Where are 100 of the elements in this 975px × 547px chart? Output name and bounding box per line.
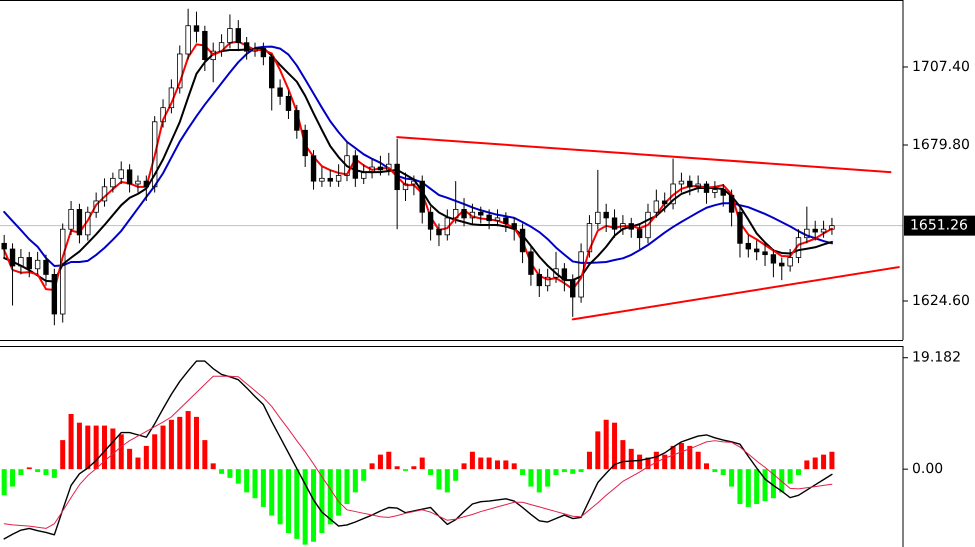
candlestick xyxy=(796,228,802,264)
candlestick xyxy=(168,78,174,114)
bar xyxy=(462,463,467,470)
bar xyxy=(43,469,48,475)
candlestick xyxy=(544,268,550,292)
candlestick xyxy=(520,223,526,264)
candlestick xyxy=(361,164,366,184)
candlestick xyxy=(486,208,492,230)
bar xyxy=(696,452,701,470)
bar xyxy=(319,469,324,534)
bar xyxy=(662,454,668,470)
bar xyxy=(328,469,333,524)
candlestick xyxy=(194,11,200,44)
bar xyxy=(595,431,600,470)
candlestick xyxy=(503,212,509,233)
bar xyxy=(612,422,618,470)
candlestick xyxy=(820,220,826,238)
bar xyxy=(545,469,550,487)
y-tick-label: 1624.60 xyxy=(912,292,970,309)
candlestick xyxy=(126,164,132,193)
candlestick xyxy=(687,175,692,196)
candlestick xyxy=(470,203,476,224)
candlestick xyxy=(34,251,40,275)
bar xyxy=(503,460,508,470)
bar xyxy=(177,416,182,470)
bar xyxy=(453,469,458,481)
candlestick xyxy=(277,78,283,106)
candlestick xyxy=(695,175,701,193)
bar xyxy=(344,469,350,504)
bar xyxy=(269,469,274,516)
bar xyxy=(444,469,450,492)
candlestick xyxy=(110,172,116,193)
bar xyxy=(478,458,484,470)
bar xyxy=(486,458,492,470)
candlestick xyxy=(85,206,90,242)
bar xyxy=(470,452,475,470)
candlestick xyxy=(645,203,651,244)
candlestick xyxy=(352,150,358,188)
bar xyxy=(494,460,500,470)
bar xyxy=(336,469,342,516)
candlestick xyxy=(670,158,676,210)
candlestick xyxy=(328,169,333,188)
y-tick-label: 0.00 xyxy=(912,461,944,478)
candlestick xyxy=(402,172,408,202)
candlestick xyxy=(118,160,124,184)
bar xyxy=(829,452,834,470)
candlestick xyxy=(628,217,634,238)
bar xyxy=(160,426,166,470)
candlestick xyxy=(452,180,458,224)
candlestick xyxy=(829,217,835,236)
candlestick xyxy=(102,178,108,208)
candlestick xyxy=(746,234,752,258)
bar xyxy=(352,469,358,492)
bar xyxy=(152,434,158,470)
bar xyxy=(746,469,751,507)
candlestick xyxy=(536,268,542,298)
bar xyxy=(554,469,559,475)
candlestick xyxy=(595,169,601,230)
candlestick xyxy=(152,116,158,193)
candlestick xyxy=(654,189,660,218)
bar xyxy=(620,440,626,470)
candlestick xyxy=(18,248,24,275)
bar xyxy=(729,469,734,487)
bar xyxy=(260,469,266,507)
candlestick xyxy=(712,180,718,199)
candlestick xyxy=(603,203,609,233)
candlestick xyxy=(185,8,191,60)
bar xyxy=(18,469,24,475)
candlestick xyxy=(779,256,784,281)
candlestick xyxy=(720,183,726,208)
bar xyxy=(35,469,40,472)
bar xyxy=(286,469,291,534)
candlestick xyxy=(678,172,684,193)
bar xyxy=(762,469,768,502)
candlestick xyxy=(770,248,776,278)
candlestick xyxy=(93,192,99,218)
candlestick xyxy=(378,155,384,176)
bar xyxy=(637,454,642,470)
bar xyxy=(186,411,191,470)
bar xyxy=(210,463,216,470)
bar xyxy=(127,448,132,470)
bar xyxy=(378,454,383,470)
bar xyxy=(578,469,584,472)
bar xyxy=(536,469,542,492)
bar xyxy=(520,469,526,475)
candlestick xyxy=(612,208,618,238)
bar xyxy=(737,469,742,504)
candlestick xyxy=(636,223,642,250)
candlestick xyxy=(336,164,342,188)
candlestick xyxy=(344,141,350,182)
bar xyxy=(110,428,116,470)
candlestick xyxy=(704,180,710,204)
bar xyxy=(135,458,140,470)
bar xyxy=(604,420,609,470)
candlestick xyxy=(319,166,325,188)
candlestick xyxy=(478,206,484,224)
candlestick xyxy=(394,138,400,230)
y-tick-label: 1707.40 xyxy=(912,58,970,75)
candlestick xyxy=(302,124,308,168)
candlestick xyxy=(386,152,392,176)
